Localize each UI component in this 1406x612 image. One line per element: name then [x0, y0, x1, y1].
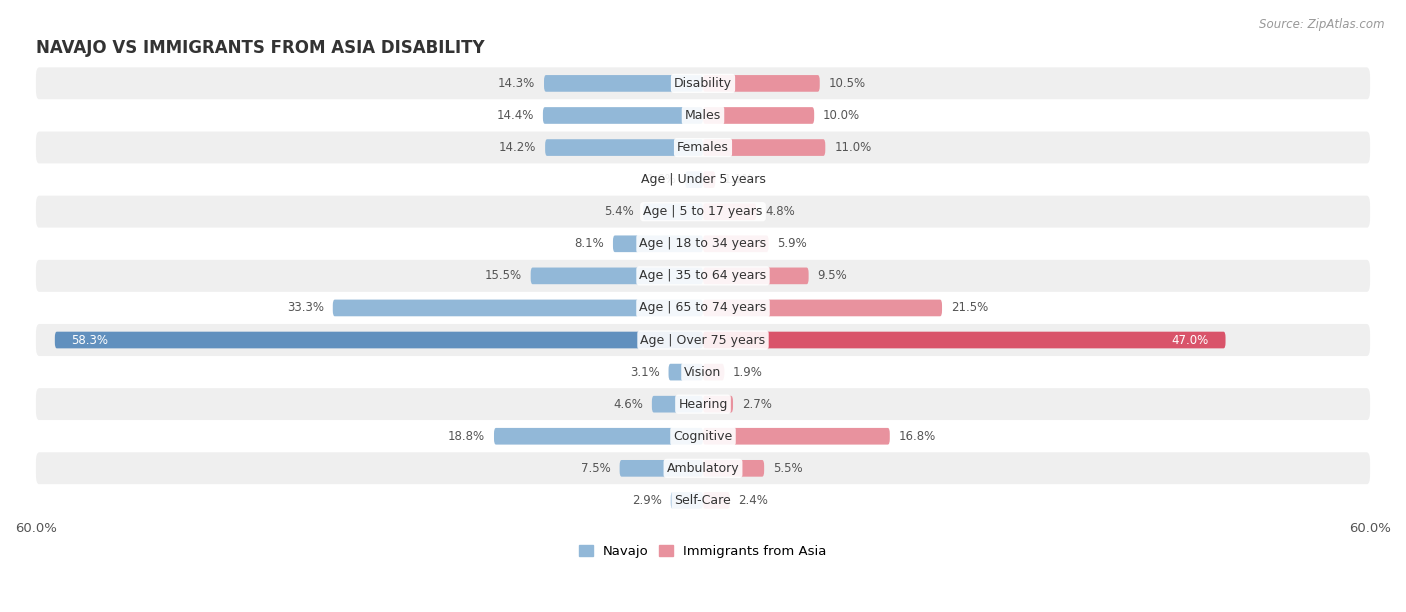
FancyBboxPatch shape: [543, 107, 703, 124]
FancyBboxPatch shape: [671, 492, 703, 509]
Text: 5.9%: 5.9%: [778, 237, 807, 250]
Text: 21.5%: 21.5%: [950, 302, 988, 315]
FancyBboxPatch shape: [37, 452, 1369, 484]
Text: Age | 35 to 64 years: Age | 35 to 64 years: [640, 269, 766, 282]
Text: 14.4%: 14.4%: [496, 109, 534, 122]
FancyBboxPatch shape: [37, 484, 1369, 517]
FancyBboxPatch shape: [703, 396, 733, 412]
Text: 18.8%: 18.8%: [449, 430, 485, 442]
FancyBboxPatch shape: [37, 67, 1369, 99]
Text: 11.0%: 11.0%: [834, 141, 872, 154]
Text: 4.8%: 4.8%: [765, 205, 794, 218]
FancyBboxPatch shape: [703, 460, 763, 477]
Text: 1.1%: 1.1%: [724, 173, 754, 186]
FancyBboxPatch shape: [55, 332, 703, 348]
Text: Self-Care: Self-Care: [675, 494, 731, 507]
Text: Males: Males: [685, 109, 721, 122]
Text: 16.8%: 16.8%: [898, 430, 936, 442]
FancyBboxPatch shape: [37, 228, 1369, 260]
Text: 2.4%: 2.4%: [738, 494, 769, 507]
FancyBboxPatch shape: [703, 428, 890, 444]
Text: 1.6%: 1.6%: [647, 173, 676, 186]
Text: Age | Under 5 years: Age | Under 5 years: [641, 173, 765, 186]
FancyBboxPatch shape: [544, 75, 703, 92]
FancyBboxPatch shape: [703, 364, 724, 381]
Text: 1.9%: 1.9%: [733, 365, 763, 379]
Text: 7.5%: 7.5%: [581, 462, 610, 475]
FancyBboxPatch shape: [703, 203, 756, 220]
FancyBboxPatch shape: [620, 460, 703, 477]
Text: 9.5%: 9.5%: [817, 269, 848, 282]
FancyBboxPatch shape: [703, 267, 808, 284]
FancyBboxPatch shape: [37, 99, 1369, 132]
FancyBboxPatch shape: [613, 236, 703, 252]
Text: 47.0%: 47.0%: [1171, 334, 1209, 346]
Text: Age | 18 to 34 years: Age | 18 to 34 years: [640, 237, 766, 250]
Text: 4.6%: 4.6%: [613, 398, 643, 411]
Text: Ambulatory: Ambulatory: [666, 462, 740, 475]
Text: Females: Females: [678, 141, 728, 154]
Text: 8.1%: 8.1%: [574, 237, 605, 250]
Text: 5.4%: 5.4%: [605, 205, 634, 218]
FancyBboxPatch shape: [643, 203, 703, 220]
FancyBboxPatch shape: [530, 267, 703, 284]
Text: 14.2%: 14.2%: [499, 141, 536, 154]
FancyBboxPatch shape: [37, 420, 1369, 452]
FancyBboxPatch shape: [37, 324, 1369, 356]
FancyBboxPatch shape: [703, 139, 825, 156]
Text: Source: ZipAtlas.com: Source: ZipAtlas.com: [1260, 18, 1385, 31]
FancyBboxPatch shape: [546, 139, 703, 156]
Text: 10.0%: 10.0%: [823, 109, 860, 122]
FancyBboxPatch shape: [652, 396, 703, 412]
Text: 15.5%: 15.5%: [485, 269, 522, 282]
FancyBboxPatch shape: [494, 428, 703, 444]
FancyBboxPatch shape: [333, 300, 703, 316]
FancyBboxPatch shape: [668, 364, 703, 381]
Text: 14.3%: 14.3%: [498, 77, 536, 90]
FancyBboxPatch shape: [37, 163, 1369, 196]
Text: 58.3%: 58.3%: [72, 334, 108, 346]
Text: 2.9%: 2.9%: [631, 494, 662, 507]
Text: 10.5%: 10.5%: [828, 77, 866, 90]
Text: 3.1%: 3.1%: [630, 365, 659, 379]
Text: Age | 65 to 74 years: Age | 65 to 74 years: [640, 302, 766, 315]
FancyBboxPatch shape: [37, 196, 1369, 228]
Text: Disability: Disability: [673, 77, 733, 90]
Text: 2.7%: 2.7%: [742, 398, 772, 411]
FancyBboxPatch shape: [703, 75, 820, 92]
FancyBboxPatch shape: [703, 236, 769, 252]
FancyBboxPatch shape: [37, 260, 1369, 292]
FancyBboxPatch shape: [37, 388, 1369, 420]
Text: 33.3%: 33.3%: [287, 302, 323, 315]
FancyBboxPatch shape: [685, 171, 703, 188]
FancyBboxPatch shape: [703, 171, 716, 188]
FancyBboxPatch shape: [37, 356, 1369, 388]
FancyBboxPatch shape: [703, 332, 1226, 348]
Legend: Navajo, Immigrants from Asia: Navajo, Immigrants from Asia: [574, 540, 832, 564]
FancyBboxPatch shape: [703, 107, 814, 124]
Text: Age | Over 75 years: Age | Over 75 years: [641, 334, 765, 346]
Text: 5.5%: 5.5%: [773, 462, 803, 475]
Text: Hearing: Hearing: [678, 398, 728, 411]
Text: Cognitive: Cognitive: [673, 430, 733, 442]
Text: Age | 5 to 17 years: Age | 5 to 17 years: [644, 205, 762, 218]
FancyBboxPatch shape: [37, 132, 1369, 163]
Text: NAVAJO VS IMMIGRANTS FROM ASIA DISABILITY: NAVAJO VS IMMIGRANTS FROM ASIA DISABILIT…: [37, 40, 485, 58]
FancyBboxPatch shape: [37, 292, 1369, 324]
FancyBboxPatch shape: [703, 300, 942, 316]
Text: Vision: Vision: [685, 365, 721, 379]
FancyBboxPatch shape: [703, 492, 730, 509]
